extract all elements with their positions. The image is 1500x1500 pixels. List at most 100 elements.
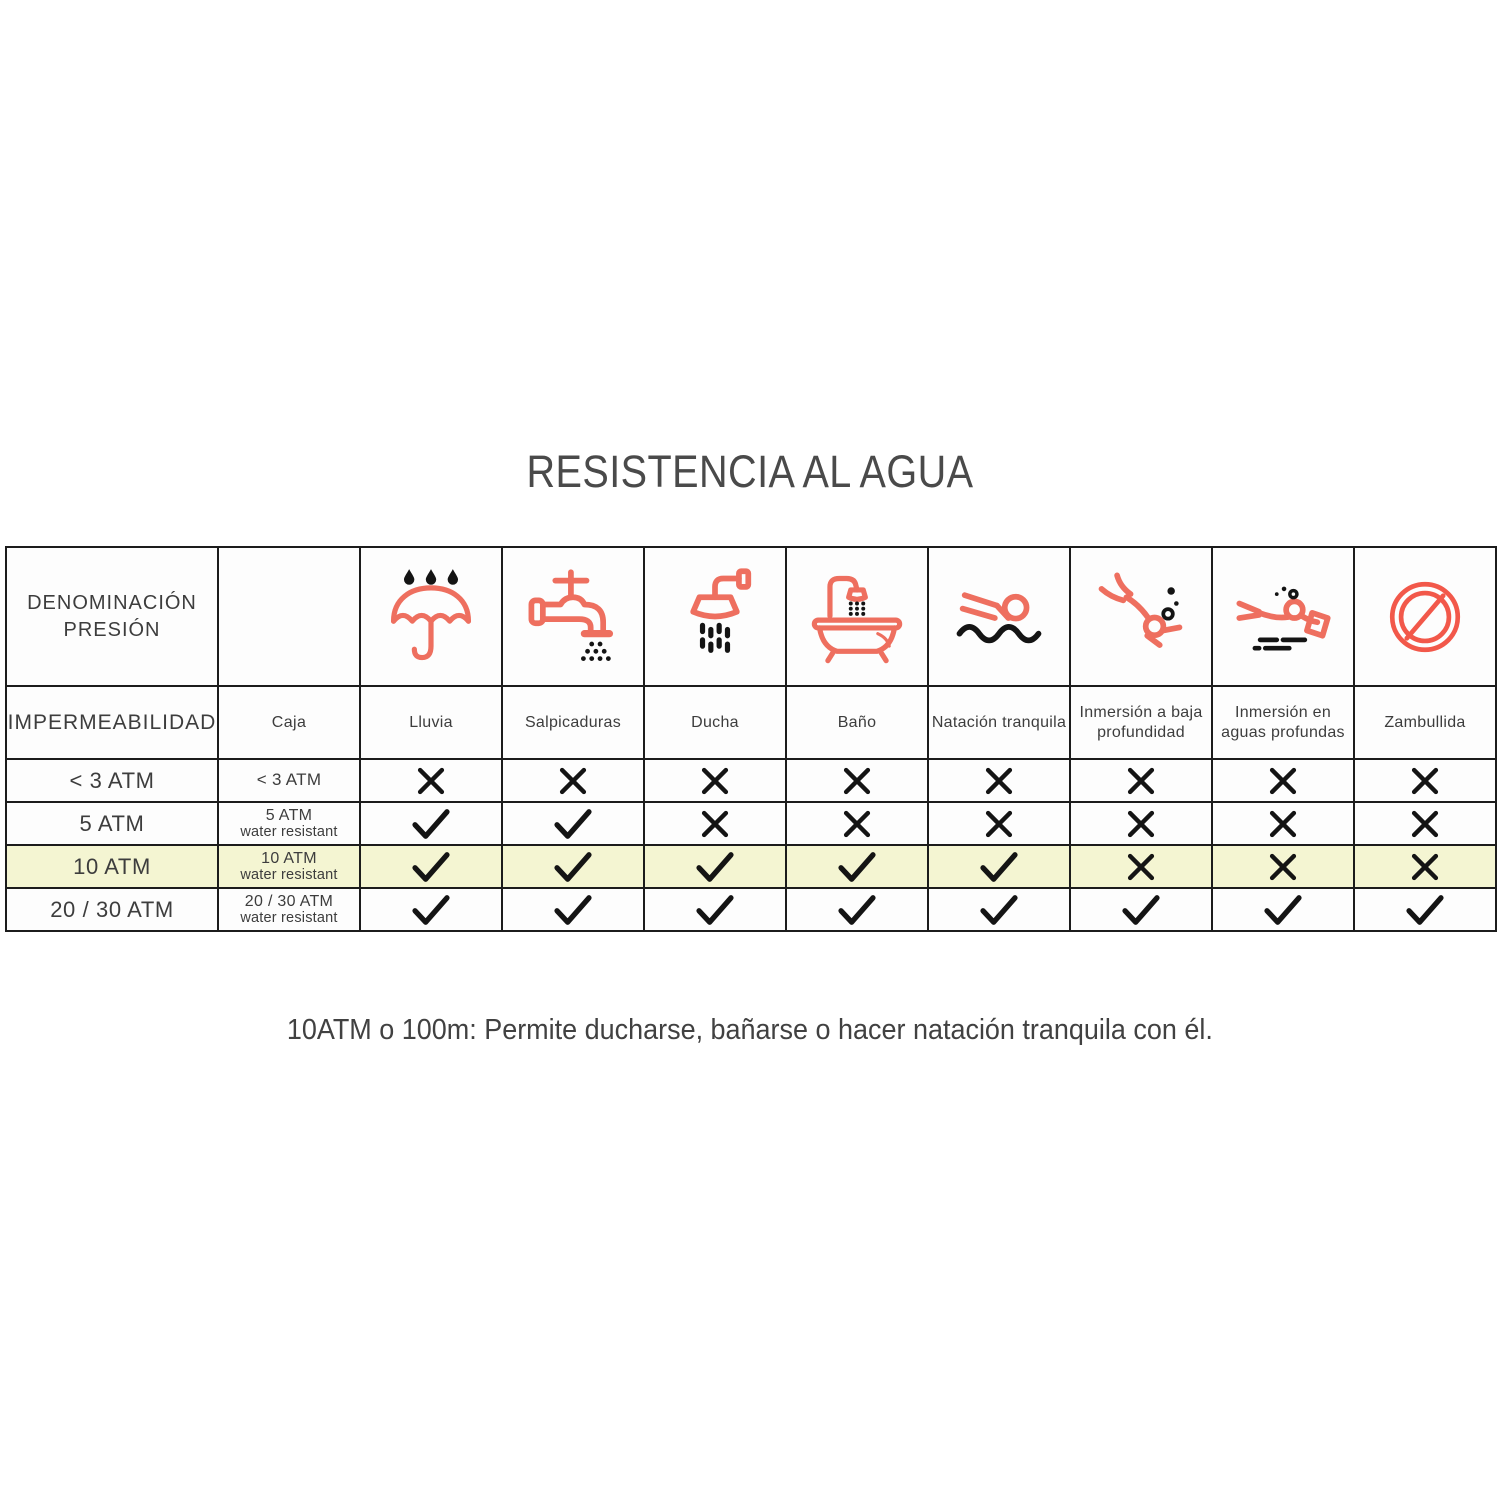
caja-value: 20 / 30 ATM water resistant xyxy=(217,887,361,932)
allowed-mark-cell xyxy=(643,887,787,932)
impermeability-header: IMPERMEABILIDAD xyxy=(5,685,219,760)
swimmer-icon xyxy=(956,591,1042,643)
not-allowed-mark-cell xyxy=(1353,801,1497,846)
activity-icon-cell-7 xyxy=(1353,546,1497,687)
scuba-diver-icon xyxy=(1098,572,1183,648)
check-icon xyxy=(696,851,734,882)
activity-icon-cell-0 xyxy=(359,546,503,687)
check-icon xyxy=(980,894,1018,925)
table-row-1: 5 ATM 5 ATM water resistant xyxy=(5,801,1497,846)
table-row-3: 20 / 30 ATM 20 / 30 ATM water resistant xyxy=(5,887,1497,932)
not-allowed-mark-cell xyxy=(501,758,645,803)
allowed-mark-cell xyxy=(785,887,929,932)
activity-icon-cell-4 xyxy=(927,546,1071,687)
cross-icon xyxy=(559,767,587,794)
cross-icon xyxy=(985,810,1013,837)
page-title: RESISTENCIA AL AGUA xyxy=(526,446,974,497)
pressure-label: < 3 ATM xyxy=(5,758,219,803)
table-body: DENOMINACIÓN PRESIÓN xyxy=(5,546,1497,932)
check-icon xyxy=(1264,894,1302,925)
allowed-mark-cell xyxy=(1353,887,1497,932)
caja-value: 5 ATM water resistant xyxy=(217,801,361,846)
check-icon xyxy=(554,894,592,925)
footnote: 10ATM o 100m: Permite ducharse, bañarse … xyxy=(287,1014,1213,1046)
check-icon xyxy=(554,851,592,882)
cross-icon xyxy=(701,767,729,794)
check-icon xyxy=(838,851,876,882)
activity-label: Natación tranquila xyxy=(927,685,1071,760)
cross-icon xyxy=(1127,853,1155,880)
deep-diver-icon xyxy=(1236,586,1331,651)
caja-value: < 3 ATM xyxy=(217,758,361,803)
activity-label: Salpicaduras xyxy=(501,685,645,760)
cross-icon xyxy=(985,767,1013,794)
caja-main-text: 20 / 30 ATM xyxy=(244,892,334,910)
title-wrap: RESISTENCIA AL AGUA xyxy=(0,446,1500,498)
allowed-mark-cell xyxy=(501,844,645,889)
check-icon xyxy=(1122,894,1160,925)
not-allowed-mark-cell xyxy=(927,758,1071,803)
activity-icon-cell-5 xyxy=(1069,546,1213,687)
caja-sub-text: water resistant xyxy=(240,910,338,927)
cross-icon xyxy=(1411,853,1439,880)
blank-header-cell xyxy=(217,546,361,687)
not-allowed-mark-cell xyxy=(1069,801,1213,846)
check-icon xyxy=(1406,894,1444,925)
caja-main-text: 5 ATM xyxy=(265,806,313,824)
header-icon-row: DENOMINACIÓN PRESIÓN xyxy=(5,546,1497,687)
check-icon xyxy=(696,894,734,925)
table-row-2: 10 ATM 10 ATM water resistant xyxy=(5,844,1497,889)
cross-icon xyxy=(1269,767,1297,794)
activity-label: Lluvia xyxy=(359,685,503,760)
not-allowed-mark-cell xyxy=(1211,801,1355,846)
header-label-row: IMPERMEABILIDAD Caja Lluvia Salpicaduras Duc… xyxy=(5,685,1497,760)
not-allowed-mark-cell xyxy=(643,801,787,846)
allowed-mark-cell xyxy=(1211,887,1355,932)
faucet-icon xyxy=(528,568,614,661)
allowed-mark-cell xyxy=(501,801,645,846)
activity-icon-cell-1 xyxy=(501,546,645,687)
cross-icon xyxy=(1127,810,1155,837)
caja-main-text: 10 ATM xyxy=(261,849,317,867)
allowed-mark-cell xyxy=(501,887,645,932)
umbrella-rain-icon xyxy=(390,568,472,660)
allowed-mark-cell xyxy=(927,887,1071,932)
check-icon xyxy=(412,851,450,882)
not-allowed-mark-cell xyxy=(643,758,787,803)
activity-label: Ducha xyxy=(643,685,787,760)
not-allowed-mark-cell xyxy=(1353,844,1497,889)
allowed-mark-cell xyxy=(643,844,787,889)
cross-icon xyxy=(843,810,871,837)
activity-icon-cell-2 xyxy=(643,546,787,687)
bathtub-icon xyxy=(811,575,903,663)
no-diving-icon xyxy=(1389,581,1461,652)
not-allowed-mark-cell xyxy=(785,758,929,803)
cross-icon xyxy=(701,810,729,837)
cross-icon xyxy=(1127,767,1155,794)
not-allowed-mark-cell xyxy=(359,758,503,803)
not-allowed-mark-cell xyxy=(1211,844,1355,889)
not-allowed-mark-cell xyxy=(1069,758,1213,803)
check-icon xyxy=(412,894,450,925)
not-allowed-mark-cell xyxy=(1211,758,1355,803)
allowed-mark-cell xyxy=(359,887,503,932)
activity-label: Inmersión a baja profundidad xyxy=(1069,685,1213,760)
caja-column-header: Caja xyxy=(217,685,361,760)
pressure-label: 10 ATM xyxy=(5,844,219,889)
check-icon xyxy=(412,808,450,839)
caja-sub-text: water resistant xyxy=(240,824,338,841)
activity-label: Baño xyxy=(785,685,929,760)
shower-icon xyxy=(690,567,752,653)
water-resistance-table: DENOMINACIÓN PRESIÓN xyxy=(5,546,1497,932)
allowed-mark-cell xyxy=(359,801,503,846)
check-icon xyxy=(554,808,592,839)
caja-value: 10 ATM water resistant xyxy=(217,844,361,889)
pressure-label: 20 / 30 ATM xyxy=(5,887,219,932)
activity-label: Zambullida xyxy=(1353,685,1497,760)
not-allowed-mark-cell xyxy=(785,801,929,846)
allowed-mark-cell xyxy=(1069,887,1213,932)
check-icon xyxy=(980,851,1018,882)
cross-icon xyxy=(1269,853,1297,880)
allowed-mark-cell xyxy=(359,844,503,889)
